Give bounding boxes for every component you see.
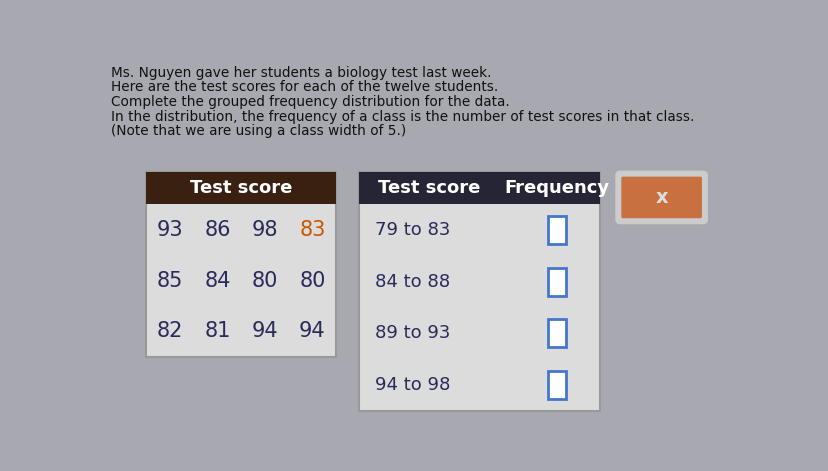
Text: 86: 86 [204, 220, 230, 240]
Bar [359, 172, 599, 411]
Bar [548, 319, 565, 347]
Bar [359, 172, 599, 204]
Text: Test score: Test score [378, 179, 479, 197]
Text: 85: 85 [156, 271, 183, 291]
Text: Frequency: Frequency [503, 179, 609, 197]
Text: 94 to 98: 94 to 98 [374, 376, 450, 394]
Text: Complete the grouped frequency distribution for the data.: Complete the grouped frequency distribut… [111, 95, 509, 109]
Text: 98: 98 [252, 220, 278, 240]
FancyBboxPatch shape [620, 177, 701, 218]
Text: 94: 94 [299, 321, 325, 341]
Text: 82: 82 [156, 321, 183, 341]
Text: 89 to 93: 89 to 93 [374, 325, 450, 342]
Text: Ms. Nguyen gave her students a biology test last week.: Ms. Nguyen gave her students a biology t… [111, 66, 491, 80]
Bar [146, 172, 335, 357]
Text: 93: 93 [156, 220, 183, 240]
Text: Test score: Test score [190, 179, 292, 197]
Bar [146, 172, 335, 204]
Text: x: x [654, 188, 667, 207]
Text: 80: 80 [299, 271, 325, 291]
Text: 79 to 83: 79 to 83 [374, 221, 450, 239]
Bar [548, 371, 565, 399]
Text: 80: 80 [252, 271, 277, 291]
Text: 94: 94 [252, 321, 278, 341]
Text: Here are the test scores for each of the twelve students.: Here are the test scores for each of the… [111, 81, 498, 94]
Bar [548, 268, 565, 296]
Text: 83: 83 [299, 220, 325, 240]
Text: (Note that we are using a class width of 5.): (Note that we are using a class width of… [111, 124, 407, 138]
Text: In the distribution, the frequency of a class is the number of test scores in th: In the distribution, the frequency of a … [111, 110, 694, 124]
FancyBboxPatch shape [616, 172, 705, 223]
Text: 84 to 88: 84 to 88 [374, 273, 450, 291]
Text: 81: 81 [204, 321, 230, 341]
Bar [548, 216, 565, 244]
Text: 84: 84 [204, 271, 230, 291]
